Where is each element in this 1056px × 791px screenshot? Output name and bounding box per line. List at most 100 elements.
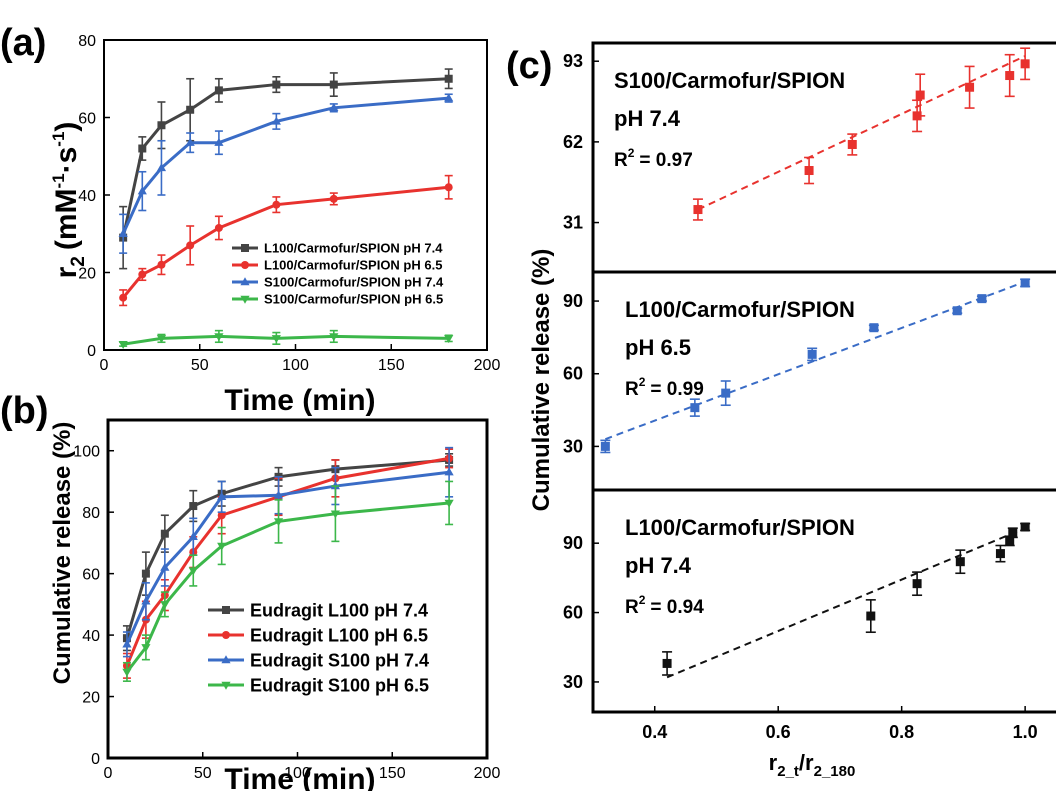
- legend-label: Eudragit L100 pH 6.5: [250, 625, 428, 645]
- panel-a-x-axis-title: Time (min): [224, 384, 375, 417]
- r2-value: = 0.99: [650, 379, 703, 400]
- x-tick-label: 50: [191, 357, 209, 374]
- subplot-label-line1: L100/Carmofur/SPION: [625, 297, 855, 322]
- series-0: [119, 68, 453, 270]
- data-point: [141, 644, 151, 653]
- data-point: [214, 333, 224, 342]
- data-point: [272, 80, 281, 89]
- y-tick-label: 40: [78, 188, 96, 205]
- data-point: [955, 557, 965, 567]
- data-point: [444, 467, 454, 476]
- data-point: [157, 260, 166, 269]
- panel-b: (b) Cumulative release (%) Time (min) 0 5…: [0, 390, 500, 791]
- y-tick-label: 60: [563, 364, 583, 384]
- data-point: [662, 658, 672, 668]
- data-point: [330, 510, 340, 519]
- data-point: [329, 194, 338, 203]
- legend-item: Eudragit L100 pH 6.5: [208, 625, 428, 645]
- data-point: [272, 200, 281, 209]
- data-point: [273, 490, 284, 499]
- data-point: [138, 144, 147, 153]
- x-tick-label: 0.4: [642, 722, 667, 742]
- data-point: [444, 183, 453, 192]
- y-tick-label: 80: [82, 505, 100, 522]
- y-tick-label: 93: [563, 51, 583, 71]
- legend-label: S100/Carmofur/SPION pH 6.5: [264, 292, 443, 307]
- legend-marker: [240, 295, 250, 304]
- data-point: [118, 340, 128, 349]
- legend-marker: [221, 681, 231, 690]
- panel-a-ylabel-dot: ·s: [50, 147, 83, 174]
- panel-b-y-axis-title: Cumulative release (%): [49, 422, 76, 685]
- data-point: [271, 116, 281, 125]
- data-point: [189, 502, 198, 511]
- data-point: [160, 601, 170, 610]
- legend-marker: [241, 261, 249, 269]
- panel-c-xlabel-main: r: [769, 750, 778, 775]
- data-point: [273, 518, 284, 527]
- data-point: [160, 562, 170, 571]
- y-tick-label: 40: [82, 628, 100, 645]
- legend: L100/Carmofur/SPION pH 7.4 L100/Carmofur/…: [232, 241, 444, 307]
- x-tick-label: 100: [282, 357, 309, 374]
- data-point: [156, 335, 167, 344]
- data-point: [1005, 536, 1015, 546]
- data-point: [1008, 528, 1018, 538]
- x-tick-label: 0: [100, 357, 109, 374]
- y-tick-label: 60: [563, 603, 583, 623]
- subplot-label-line2: pH 7.4: [614, 106, 681, 131]
- legend-item: S100/Carmofur/SPION pH 7.4: [232, 275, 444, 290]
- y-tick-label: 60: [82, 567, 100, 584]
- data-point: [329, 103, 339, 112]
- subplot-label-line1: S100/Carmofur/SPION: [614, 68, 845, 93]
- data-point: [122, 639, 132, 648]
- legend-label: L100/Carmofur/SPION pH 6.5: [264, 258, 442, 273]
- series-line: [121, 96, 449, 235]
- panel-a-ylabel-sup2: -1: [49, 132, 68, 147]
- y-tick-label: 20: [78, 266, 96, 283]
- data-point: [160, 529, 169, 538]
- data-point: [600, 441, 610, 451]
- panel-a-ylabel-main: r: [50, 266, 83, 278]
- y-tick-label: 60: [78, 111, 96, 128]
- subplot-r2: R2 = 0.99: [625, 375, 704, 400]
- r2-prefix: R: [614, 150, 628, 171]
- data-point: [329, 333, 339, 342]
- data-point: [186, 105, 195, 114]
- legend-item: S100/Carmofur/SPION pH 6.5: [232, 292, 443, 307]
- data-point: [185, 137, 195, 146]
- data-point: [271, 335, 281, 344]
- data-point: [141, 596, 151, 605]
- y-tick-label: 0: [91, 751, 100, 768]
- panel-c-y-axis-title: Cumulative release (%): [528, 249, 555, 512]
- y-tick-label: 100: [73, 444, 100, 461]
- data-point: [995, 549, 1005, 559]
- series-line: [125, 456, 450, 667]
- subplot-label-line2: pH 7.4: [625, 553, 692, 578]
- data-point: [869, 323, 879, 333]
- panel-a-ylabel-unit: (mM: [50, 189, 83, 251]
- legend-item: Eudragit S100 pH 6.5: [208, 675, 429, 695]
- legend-marker: [240, 277, 250, 286]
- data-point: [693, 205, 703, 215]
- legend-marker: [222, 606, 230, 614]
- legend-item: Eudragit L100 pH 7.4: [208, 600, 428, 620]
- data-point: [444, 335, 454, 344]
- data-point: [866, 611, 876, 621]
- subplot-0: 31 62 93 S100/Carmofur/SPION pH 7.4 R2 = 0.97: [563, 47, 1031, 233]
- data-point: [214, 86, 223, 95]
- data-point: [1005, 71, 1015, 81]
- panel-c-xlabel-sub1: 2_t: [777, 763, 799, 780]
- data-point: [444, 74, 453, 83]
- y-tick-label: 0: [87, 343, 96, 360]
- y-tick-label: 30: [563, 436, 583, 456]
- data-point: [217, 542, 227, 551]
- panel-label-b: (b): [0, 390, 49, 432]
- panel-a-ylabel-close: ): [50, 122, 83, 132]
- legend-marker: [241, 244, 249, 252]
- data-point: [188, 567, 198, 576]
- subplot-label-line2: pH 6.5: [625, 335, 691, 360]
- series-2: [118, 93, 454, 254]
- r2-sup: 2: [628, 146, 635, 160]
